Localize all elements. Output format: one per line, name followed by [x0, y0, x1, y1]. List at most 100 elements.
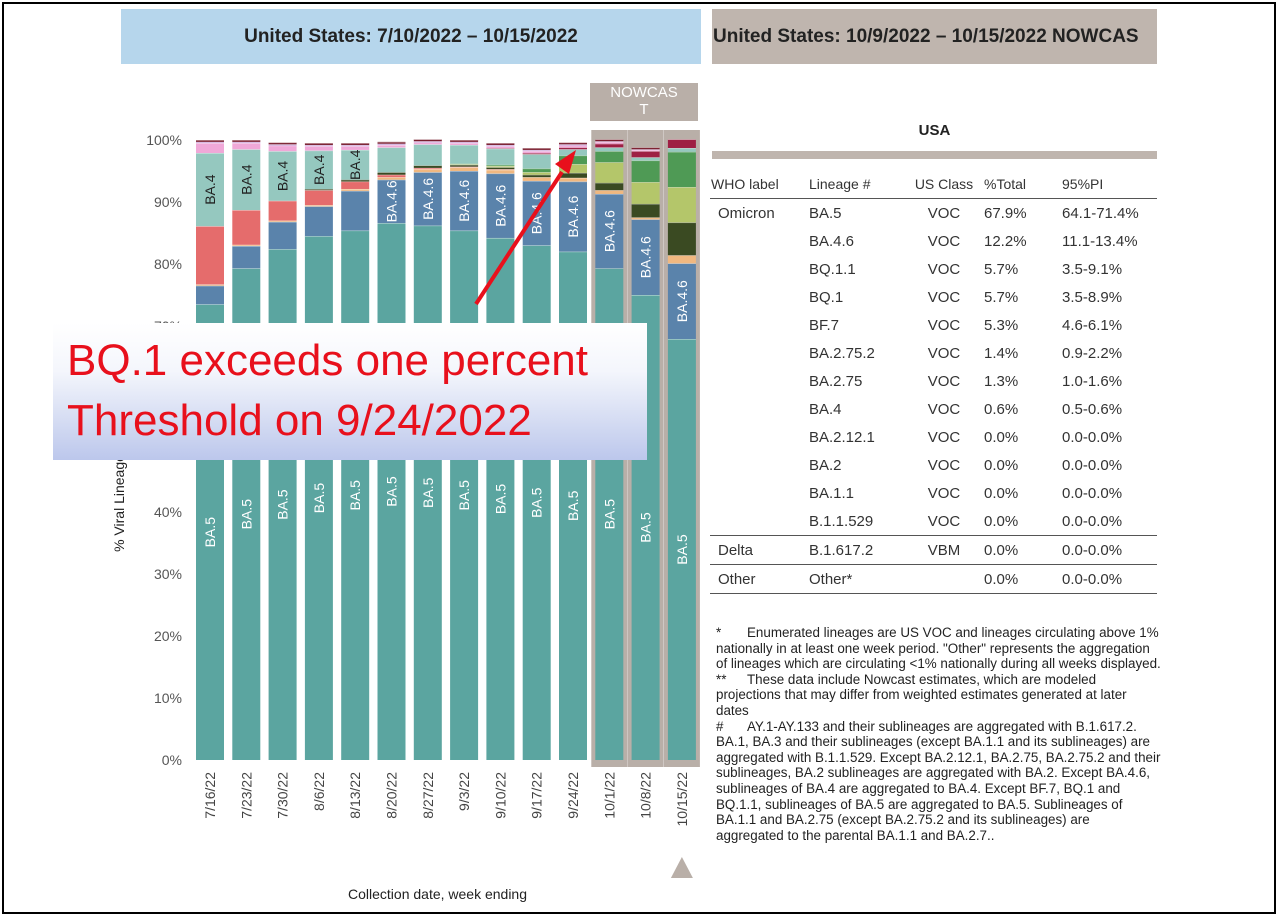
bar-segment-ba-4: [377, 147, 406, 173]
bar-segment-ba-1-1: [304, 144, 333, 147]
bar-segment-divider: [667, 263, 696, 264]
bar-segment-ba-2: [486, 146, 515, 149]
bar-segment-ba-2-12-1: [341, 181, 370, 189]
bar-label-ba-5: BA.5: [238, 499, 254, 530]
bar-segment-divider: [413, 167, 442, 169]
bar-segment-divider: [304, 205, 333, 206]
cell-pct-total: 0.0%: [984, 484, 1019, 502]
bar-label-ba-4-6: BA.4.6: [674, 280, 690, 322]
bar-label-ba-5: BA.5: [456, 480, 472, 511]
nowcast-tab[interactable]: NOWCAS T: [590, 83, 698, 121]
bar-segment-ba-1-1: [196, 141, 224, 144]
cell-lineage: BA.2.75: [809, 372, 863, 390]
cell-who-label: [710, 339, 808, 367]
bar-segment-divider: [341, 181, 370, 183]
cell-us-class: VOC: [927, 512, 961, 530]
bar-segment-divider: [559, 145, 587, 147]
cell-95pi: 11.1-13.4%: [1062, 232, 1138, 250]
bar-segment-ba-5: [450, 230, 479, 760]
bar-segment-ba-4: [304, 150, 333, 189]
bar-label-ba-5: BA.5: [275, 489, 291, 520]
bar-segment-other: [631, 147, 660, 150]
bar-segment-divider: [196, 143, 224, 144]
bar-segment-ba-4: [522, 154, 551, 169]
bar-segment-other: [268, 142, 297, 145]
x-tick-label: 10/8/22: [638, 772, 654, 819]
bar-segment-divider: [486, 148, 515, 150]
cell-lineage: BA.4.6: [809, 232, 855, 250]
bar-segment-bq-1-1: [522, 168, 551, 173]
bar-segment-divider: [196, 284, 224, 286]
bq1-callout: BQ.1 exceeds one percent Threshold on 9/…: [53, 323, 647, 460]
bar-segment-other: [450, 140, 479, 142]
footnote-text: These data include Nowcast estimates, wh…: [716, 671, 1127, 718]
cell-lineage: BA.1.1: [809, 484, 855, 502]
col-lineage: Lineage #: [808, 172, 908, 199]
bar-segment-divider: [522, 153, 551, 154]
bar-label-ba-4-6: BA.4.6: [384, 180, 400, 222]
nowcast-tab-line2: T: [639, 101, 649, 118]
col-who-label: WHO label: [710, 172, 808, 199]
bar-segment-divider: [268, 151, 297, 152]
nowcast-period-title: United States: 10/9/2022 – 10/15/2022 NO…: [713, 25, 1139, 47]
bar-segment-ba-1-1: [377, 143, 406, 145]
table-row: Other Other* 0.0% 0.0-0.0%: [710, 564, 1157, 594]
cell-who-label: [710, 311, 808, 339]
bar-segment-divider: [486, 144, 515, 146]
col-95pi: 95%PI: [1050, 172, 1157, 199]
nowcast-tab-line1: NOWCAS: [610, 84, 678, 101]
cell-pct-total: 0.0%: [983, 564, 1050, 594]
cell-us-class: VOC: [927, 288, 961, 306]
cell-95pi: 0.0-0.0%: [1062, 512, 1123, 530]
table-row: BA.4.6 VOC 12.2% 11.1-13.4%: [710, 227, 1157, 255]
bar-segment-divider: [450, 166, 479, 168]
cell-us-class: VOC: [927, 316, 961, 334]
cell-us-class: VOC: [927, 484, 961, 502]
bar-segment-ba-2: [232, 143, 261, 150]
bar-segment-divider: [667, 148, 696, 149]
footnote-mark: **: [716, 671, 727, 687]
bar-segment-divider: [559, 181, 587, 183]
bar-segment-bq-1-1: [631, 160, 660, 183]
bar-label-ba-4-6: BA.4.6: [638, 236, 654, 278]
x-axis-title: Collection date, week ending: [348, 886, 528, 902]
bar-segment-ba-2: [304, 146, 333, 151]
col-pct-total: %Total: [983, 172, 1050, 199]
bar-segment-ba-2-12-1: [377, 174, 406, 178]
x-tick-label: 7/23/22: [238, 772, 254, 819]
bar-segment-divider: [559, 164, 587, 165]
bar-segment-divider: [196, 140, 224, 141]
bar-segment-bf-7: [486, 167, 515, 170]
footnote-text: AY.1-AY.133 and their sublineages are ag…: [716, 718, 1161, 843]
bar-segment-bq-1-1: [559, 155, 587, 165]
bar-segment-divider: [559, 142, 587, 144]
bar-segment-ba-2: [377, 144, 406, 148]
cell-us-class: VOC: [927, 428, 961, 446]
cell-pct-total: 5.7%: [984, 288, 1019, 306]
bar-segment-ba-4: [595, 147, 624, 152]
cell-who-label: [710, 227, 808, 255]
bar-segment-divider: [486, 169, 515, 171]
bar-segment-divider: [413, 144, 442, 145]
x-tick-label: 8/13/22: [347, 772, 363, 819]
cell-95pi: 0.0-0.0%: [1062, 428, 1123, 446]
bar-segment-divider: [522, 174, 551, 176]
y-tick-label: 40%: [154, 504, 182, 520]
bar-segment-other: [304, 143, 333, 145]
bar-segment-divider: [522, 172, 551, 173]
cell-lineage: Other*: [808, 564, 908, 594]
bar-segment-divider: [559, 147, 587, 149]
x-tick-label: 8/6/22: [311, 772, 327, 811]
bar-segment-ba-2-75: [450, 167, 479, 171]
bar-segment-divider: [341, 188, 370, 190]
bar-segment-divider: [595, 193, 624, 195]
table-title: USA: [918, 122, 951, 139]
bar-segment-bf-7: [595, 182, 624, 191]
bar-segment-divider: [304, 143, 333, 144]
bar-segment-other: [413, 139, 442, 142]
bar-segment-ba-4-6: [595, 193, 624, 269]
bar-segment-ba-2: [413, 142, 442, 145]
cell-us-class: VOC: [927, 372, 961, 390]
bar-segment-divider: [667, 139, 696, 140]
cell-lineage: BA.4: [809, 400, 842, 418]
